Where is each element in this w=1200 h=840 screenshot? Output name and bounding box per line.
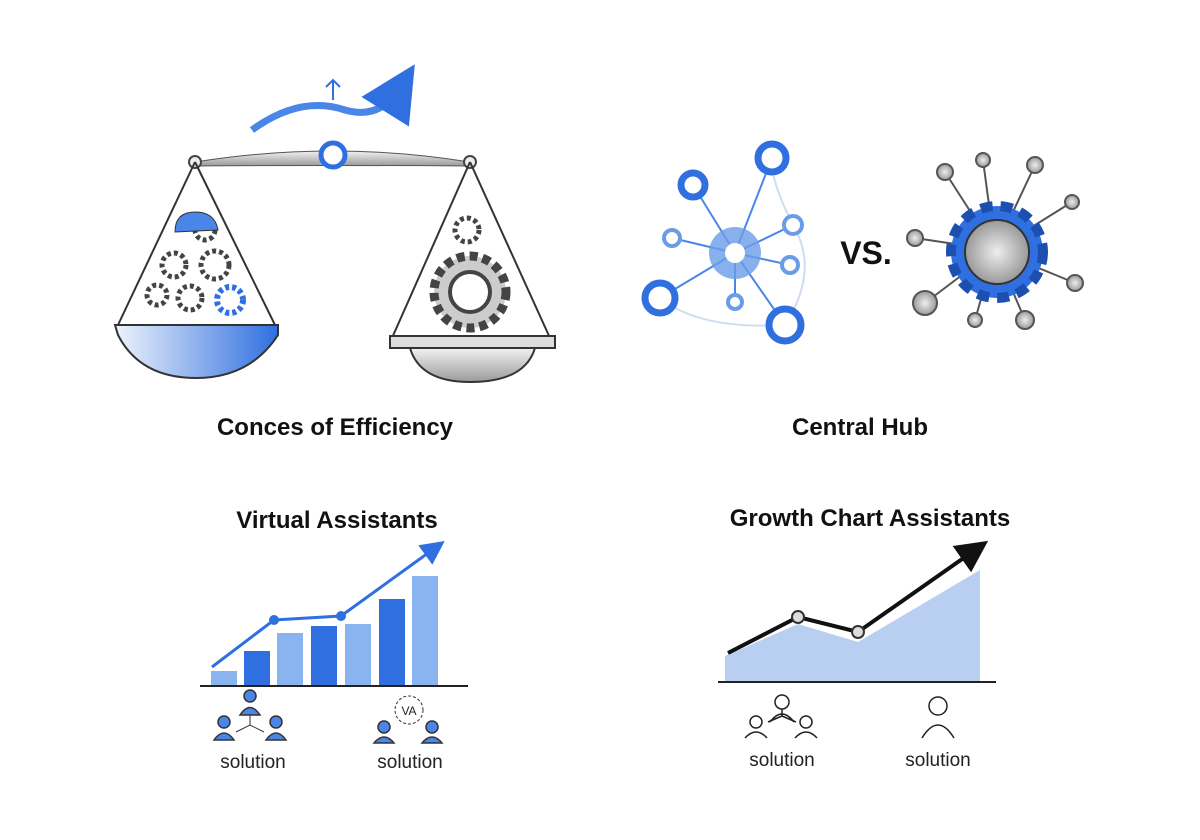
network-graphic bbox=[641, 140, 1084, 345]
panel-title: Central Hub bbox=[792, 414, 928, 441]
scale-graphic bbox=[113, 64, 556, 384]
panel-title: Virtual Assistants bbox=[236, 507, 437, 534]
icon-label: VA bbox=[401, 704, 416, 718]
area-graphic bbox=[718, 540, 996, 739]
vs-label: VS. bbox=[840, 235, 892, 271]
bar-graphic bbox=[200, 540, 468, 744]
panel-title: Conces of Efficiency bbox=[217, 414, 454, 441]
caption: solution bbox=[749, 750, 815, 771]
caption: solution bbox=[220, 752, 286, 773]
panel-title: Growth Chart Assistants bbox=[730, 505, 1011, 532]
caption: solution bbox=[905, 750, 971, 771]
caption: solution bbox=[377, 752, 443, 773]
